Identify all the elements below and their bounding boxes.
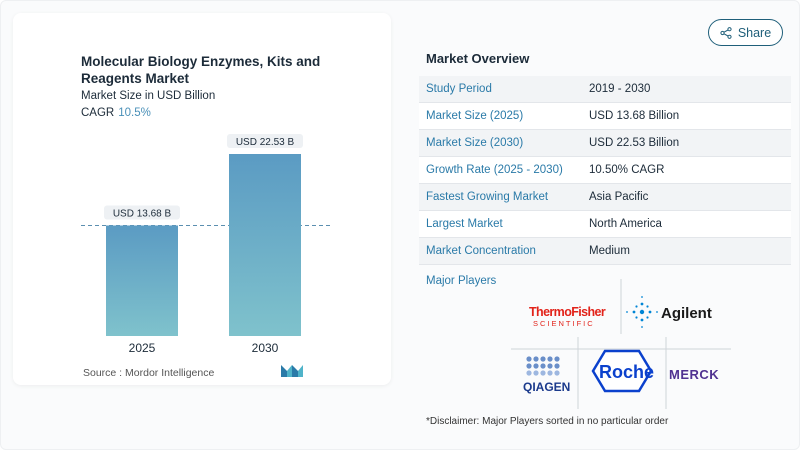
svg-text:Agilent: Agilent <box>661 305 712 322</box>
overview-label: Market Concentration <box>426 245 536 257</box>
cagr-label: CAGR <box>81 107 115 119</box>
disclaimer: *Disclaimer: Major Players sorted in no … <box>426 416 669 427</box>
svg-text:ThermoFisher: ThermoFisher <box>529 305 606 319</box>
share-button[interactable]: Share <box>708 19 783 46</box>
overview-row: Study Period 2019 - 2030 <box>419 76 791 103</box>
overview-row: Fastest Growing Market Asia Pacific <box>419 184 791 211</box>
overview-row: Largest Market North America <box>419 211 791 238</box>
overview-value: Asia Pacific <box>589 191 649 203</box>
overview-value: Medium <box>589 245 630 257</box>
thermofisher-logo: ThermoFisher SCIENTIFIC <box>529 305 606 328</box>
merck-logo: MERCK <box>669 367 719 382</box>
svg-text:QIAGEN: QIAGEN <box>523 380 570 394</box>
data-label-bg <box>104 205 180 220</box>
overview-value: North America <box>589 218 662 230</box>
data-label: USD 13.68 B <box>113 208 172 219</box>
chart-card <box>13 13 391 385</box>
overview-label: Study Period <box>426 83 492 95</box>
agilent-spark-icon <box>626 296 658 328</box>
data-label: USD 22.53 B <box>236 137 295 148</box>
overview-value: 2019 - 2030 <box>589 83 651 95</box>
overview-label: Growth Rate (2025 - 2030) <box>426 164 563 176</box>
chart-subtitle: Market Size in USD Billion <box>81 90 216 102</box>
overview-row: Market Size (2025) USD 13.68 Billion <box>419 103 791 130</box>
overview-value: USD 13.68 Billion <box>589 110 680 122</box>
overview-row: Market Concentration Medium <box>419 238 791 265</box>
major-players-label: Major Players <box>426 275 497 287</box>
overview-label: Market Size (2025) <box>426 110 524 122</box>
share-label: Share <box>737 25 772 40</box>
agilent-logo: Agilent <box>626 296 712 328</box>
svg-text:SCIENTIFIC: SCIENTIFIC <box>533 319 595 328</box>
roche-logo: Roche <box>591 349 654 393</box>
overview-row: Market Size (2030) USD 22.53 Billion <box>419 130 791 157</box>
chart-source: Source : Mordor Intelligence <box>83 367 215 379</box>
overview-value: USD 22.53 Billion <box>589 137 680 149</box>
overview-label: Fastest Growing Market <box>426 191 549 203</box>
mordor-logo-icon <box>281 365 303 377</box>
share-icon <box>720 26 732 39</box>
qiagen-logo: QIAGEN <box>523 356 570 394</box>
svg-text:Roche: Roche <box>599 362 654 382</box>
data-label-bg <box>227 134 303 148</box>
bar-2025 <box>106 225 178 336</box>
chart-title: Molecular Biology Enzymes, Kits and Reag… <box>81 54 321 86</box>
x-tick-label: 2025 <box>129 341 156 355</box>
cagr-value: 10.5% <box>118 107 151 119</box>
svg-text:MERCK: MERCK <box>669 367 719 382</box>
overview-value: 10.50% CAGR <box>589 164 665 176</box>
overview-label: Market Size (2030) <box>426 137 524 149</box>
overview-title: Market Overview <box>426 51 530 66</box>
major-players-logos: ThermoFisher SCIENTIFIC Agilent <box>511 279 731 409</box>
chart-cagr: CAGR 10.5% <box>81 107 151 119</box>
bar-chart: USD 13.68 B 2025 USD 22.53 B 2030 <box>81 134 331 355</box>
overview-table: Study Period 2019 - 2030 Market Size (202… <box>419 76 791 265</box>
overview-label: Largest Market <box>426 218 503 230</box>
x-tick-label: 2030 <box>252 341 279 355</box>
bar-2030 <box>229 154 301 336</box>
overview-row: Growth Rate (2025 - 2030) 10.50% CAGR <box>419 157 791 184</box>
